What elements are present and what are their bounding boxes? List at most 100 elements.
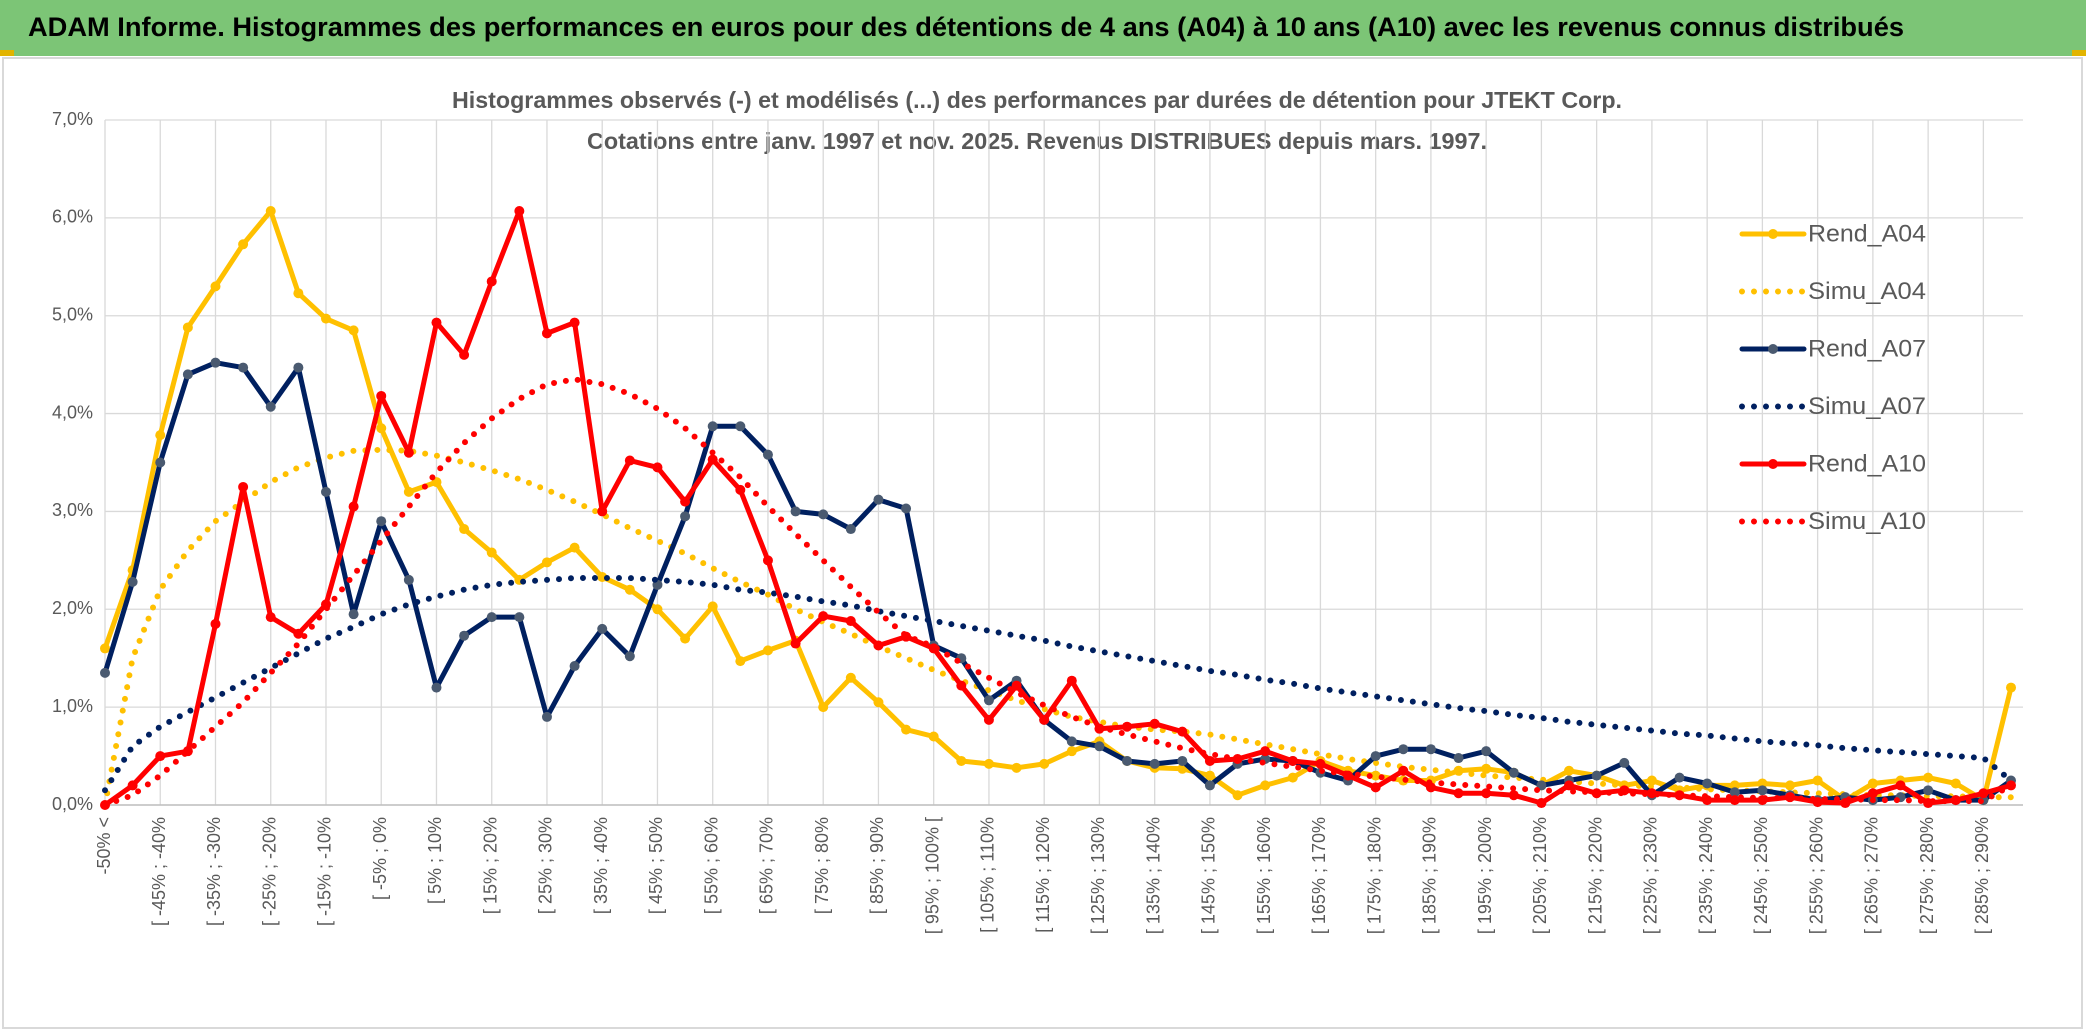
x-tick-label: [ 255% ; 260%: [1806, 817, 1826, 934]
point-marker: [624, 455, 635, 466]
point-marker: [790, 638, 801, 649]
point-marker: [1646, 775, 1657, 786]
point-marker: [238, 481, 249, 492]
point-marker: [127, 576, 138, 587]
x-tick-label: [ 275% ; 280%: [1917, 817, 1937, 934]
point-marker: [1149, 718, 1160, 729]
point-marker: [1177, 755, 1188, 766]
point-marker: [1729, 795, 1740, 806]
x-tick-label: [ 115% ; 120%: [1033, 817, 1053, 933]
header-accent: [0, 50, 14, 56]
y-tick-label: 3,0%: [52, 500, 93, 520]
x-tick-label: [ 195% ; 200%: [1475, 817, 1495, 934]
x-tick-label: [ 35% ; 40%: [591, 817, 611, 914]
point-marker: [845, 524, 856, 535]
point-marker: [1039, 758, 1050, 769]
point-marker: [873, 697, 884, 708]
point-marker: [1066, 746, 1077, 757]
point-marker: [928, 731, 939, 742]
point-marker: [735, 484, 746, 495]
simulated-line: [102, 575, 2014, 794]
y-tick-label: 5,0%: [52, 304, 93, 324]
header-accent: [2072, 50, 2086, 56]
point-marker: [459, 524, 470, 535]
legend-marker: [1768, 344, 1778, 354]
x-tick-label: [ 185% ; 190%: [1420, 817, 1440, 934]
y-tick-label: 7,0%: [52, 109, 93, 129]
point-marker: [238, 239, 249, 250]
point-marker: [735, 421, 746, 432]
point-marker: [901, 503, 912, 514]
point-marker: [1508, 790, 1519, 801]
point-marker: [1370, 770, 1381, 781]
point-marker: [1564, 765, 1575, 776]
point-marker: [1481, 763, 1492, 774]
point-marker: [2006, 780, 2016, 791]
point-marker: [376, 390, 387, 401]
x-tick-label: [ 55% ; 60%: [701, 817, 721, 914]
point-marker: [1066, 675, 1077, 686]
point-marker: [238, 362, 249, 373]
point-marker: [818, 509, 829, 520]
point-marker: [707, 454, 718, 465]
point-marker: [348, 609, 359, 620]
point-marker: [956, 755, 967, 766]
legend-label: Rend_A10: [1808, 450, 1926, 477]
legend-label: Rend_A07: [1808, 335, 1926, 362]
point-marker: [1177, 726, 1188, 737]
point-marker: [1398, 744, 1409, 755]
point-marker: [541, 711, 552, 722]
point-marker: [1729, 780, 1740, 791]
point-marker: [1923, 772, 1934, 783]
point-marker: [514, 612, 525, 623]
point-marker: [1895, 780, 1906, 791]
point-marker: [1370, 751, 1381, 762]
point-marker: [1453, 788, 1464, 799]
x-tick-label: -50% <: [94, 817, 114, 875]
observed-line: [102, 360, 2014, 803]
x-tick-label: [ 205% ; 210%: [1530, 817, 1550, 934]
plot-area: [100, 206, 2016, 810]
point-marker: [1923, 785, 1934, 796]
x-tick-label: [ 5% ; 10%: [425, 817, 445, 904]
point-marker: [762, 645, 773, 656]
point-marker: [376, 516, 387, 527]
x-tick-label: [ 85% ; 90%: [867, 817, 887, 914]
point-marker: [1674, 772, 1685, 783]
point-marker: [1785, 780, 1796, 791]
x-tick-label: [ -35% ; -30%: [204, 817, 224, 926]
legend-label: Simu_A04: [1808, 278, 1926, 305]
x-tick-label: [ 155% ; 160%: [1254, 817, 1274, 934]
point-marker: [348, 325, 359, 336]
point-marker: [901, 724, 912, 735]
legend-label: Rend_A04: [1808, 220, 1926, 247]
x-tick-label: [ 265% ; 270%: [1862, 817, 1882, 934]
point-marker: [1039, 714, 1050, 725]
point-marker: [403, 574, 414, 585]
point-marker: [597, 506, 608, 517]
point-marker: [707, 601, 718, 612]
x-tick-label: [ -15% ; -10%: [315, 817, 335, 926]
x-tick-label: [ 245% ; 250%: [1751, 817, 1771, 934]
point-marker: [1757, 778, 1768, 789]
x-tick-label: [ 215% ; 220%: [1585, 817, 1605, 934]
point-marker: [265, 612, 276, 623]
point-marker: [1122, 755, 1133, 766]
point-marker: [735, 656, 746, 667]
point-marker: [1011, 762, 1022, 773]
point-marker: [652, 462, 663, 473]
point-marker: [597, 623, 608, 634]
point-marker: [459, 630, 470, 641]
point-marker: [2006, 682, 2016, 693]
point-marker: [1315, 758, 1326, 769]
point-marker: [1232, 790, 1243, 801]
point-marker: [127, 780, 138, 791]
y-tick-label: 0,0%: [52, 794, 93, 814]
point-marker: [182, 369, 193, 380]
point-marker: [376, 423, 387, 434]
y-tick-label: 2,0%: [52, 598, 93, 618]
point-marker: [1508, 767, 1519, 778]
x-tick-label: [ 225% ; 230%: [1641, 817, 1661, 934]
point-marker: [486, 612, 497, 623]
